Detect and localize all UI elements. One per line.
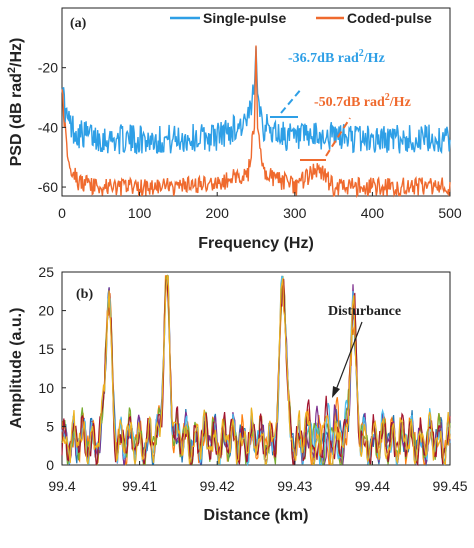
plot-area-a bbox=[61, 7, 451, 197]
panel-b-label: (b) bbox=[76, 287, 93, 302]
x-tick-label: 99.45 bbox=[432, 478, 467, 494]
legend-label-coded: Coded-pulse bbox=[347, 10, 432, 26]
x-tick-label: 300 bbox=[283, 205, 307, 221]
psd-ticks-group: 0 100 200 300 400 500 -20 -40 -60 bbox=[38, 60, 462, 221]
x-tick-label: 99.4 bbox=[48, 478, 75, 494]
y-tick-label: -60 bbox=[38, 179, 58, 195]
amplitude-series-group bbox=[61, 274, 451, 467]
legend-a: Single-pulse Coded-pulse bbox=[170, 10, 432, 26]
x-axis-label-a: Frequency (Hz) bbox=[198, 235, 314, 252]
y-tick-label: 25 bbox=[38, 264, 54, 280]
disturbance-arrow-line bbox=[335, 321, 363, 391]
annotation-coded-text: -50.7dB rad2/Hz bbox=[314, 92, 411, 110]
annotation-coded-pointer bbox=[325, 117, 351, 157]
x-tick-label: 100 bbox=[128, 205, 152, 221]
panel-a-psd-chart: 0 100 200 300 400 500 -20 -40 -60 (a) Single-pul… bbox=[6, 7, 462, 252]
x-tick-label: 99.41 bbox=[122, 478, 157, 494]
disturbance-label: Disturbance bbox=[328, 304, 401, 319]
x-tick-label: 500 bbox=[438, 205, 462, 221]
x-tick-label: 99.43 bbox=[277, 478, 312, 494]
y-tick-label: 0 bbox=[46, 457, 54, 473]
annotation-single-text: -36.7dB rad2/Hz bbox=[288, 48, 385, 66]
panel-b-amplitude-chart: 99.4 99.41 99.42 99.43 99.44 99.450510152025 … bbox=[8, 264, 468, 524]
x-tick-label: 99.44 bbox=[355, 478, 390, 494]
amplitude-trace bbox=[61, 275, 451, 466]
x-tick-label: 0 bbox=[58, 205, 66, 221]
y-tick-label: 20 bbox=[38, 303, 54, 319]
amplitude-trace bbox=[61, 278, 451, 467]
x-tick-label: 400 bbox=[361, 205, 385, 221]
y-axis-label-b: Amplitude (a.u.) bbox=[8, 308, 25, 429]
psd-series-group bbox=[61, 45, 451, 198]
x-tick-label: 200 bbox=[206, 205, 230, 221]
y-tick-label: 5 bbox=[46, 418, 54, 434]
y-axis-label-a: PSD (dB rad2/Hz) bbox=[6, 38, 25, 167]
annotation-single-pointer bbox=[280, 87, 303, 114]
x-axis-label-b: Distance (km) bbox=[204, 507, 309, 524]
y-tick-label: -20 bbox=[38, 60, 58, 76]
x-tick-label: 99.42 bbox=[200, 478, 235, 494]
y-tick-label: 15 bbox=[38, 341, 54, 357]
amplitude-ticks-group: 99.4 99.41 99.42 99.43 99.44 99.45 0 5 10 15 20 25 bbox=[38, 264, 467, 494]
y-tick-label: -40 bbox=[38, 119, 58, 135]
y-tick-label: 10 bbox=[38, 380, 54, 396]
disturbance-arrow-head bbox=[332, 386, 340, 398]
legend-label-single: Single-pulse bbox=[203, 10, 286, 26]
psd-line-coded-pulse bbox=[61, 45, 451, 198]
panel-a-label: (a) bbox=[70, 16, 87, 31]
annotation-single: -36.7dB rad2/Hz bbox=[270, 48, 385, 118]
annotation-coded: -50.7dB rad2/Hz bbox=[300, 92, 411, 161]
amplitude-trace bbox=[61, 275, 451, 466]
